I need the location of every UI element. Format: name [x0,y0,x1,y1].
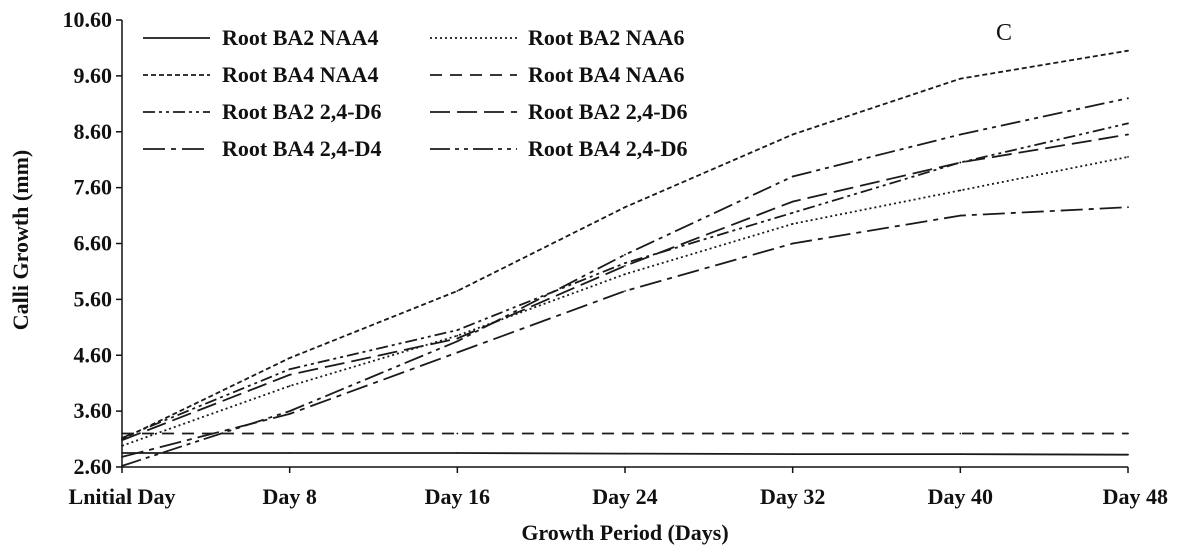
data-point [1127,432,1129,435]
y-tick-label: 9.60 [74,63,113,88]
data-point [959,77,962,80]
data-point [791,211,794,214]
data-point [959,453,962,456]
x-tick-label: Day 32 [760,484,825,509]
data-point [121,456,123,458]
data-point [791,453,794,456]
data-point [624,432,626,435]
series-line-7 [121,206,1129,458]
y-tick-label: 10.60 [63,7,113,32]
data-point [959,432,962,435]
y-tick-label: 3.60 [74,398,113,423]
x-ticks: Lnitial Day Day 8 Day 16 Day 24 Day 32 Day 40… [69,467,1168,509]
data-point [624,264,626,267]
series-lines [121,49,1129,467]
legend-label: Root BA4 2,4-D6 [528,136,688,161]
data-point [1127,155,1129,158]
x-tick-label: Day 24 [592,484,657,509]
data-point [1127,49,1129,52]
data-point [624,253,626,256]
data-point [624,206,626,209]
y-tick-label: 5.60 [74,286,113,311]
panel-label: C [996,20,1012,46]
data-point [121,464,123,467]
y-tick-label: 8.60 [74,119,113,144]
data-point [288,432,291,435]
x-tick-label: Day 48 [1103,484,1168,509]
data-point [288,413,291,415]
x-tick-label: Lnitial Day [69,484,176,509]
data-point [959,133,962,136]
data-point [959,161,962,164]
data-point [456,337,459,340]
series-line-6 [121,133,1129,442]
data-point [456,329,459,332]
legend-label: Root BA2 NAA6 [528,25,684,50]
series-line-2 [121,156,1129,447]
x-axis-title: Growth Period (Days) [521,520,728,545]
data-point [456,334,459,337]
data-point [959,189,962,192]
data-point [624,452,626,455]
data-point [456,452,459,454]
y-tick-label: 4.60 [74,342,113,367]
legend: Root BA2 NAA4 Root BA2 NAA6 Root BA4 NAA4 R… [143,25,688,161]
data-point [1127,97,1129,100]
legend-label: Root BA2 NAA4 [222,25,378,50]
data-point [624,290,626,292]
data-point [791,175,794,178]
data-point [791,200,794,203]
data-point [121,444,123,447]
data-point [791,133,794,136]
axes [121,20,1128,468]
series-line-5 [121,122,1129,439]
data-point [121,437,123,439]
data-point [121,439,123,442]
legend-label: Root BA2 2,4-D6 [222,99,382,124]
y-tick-label: 7.60 [74,175,113,200]
y-tick-label: 2.60 [74,454,113,479]
data-point [1127,453,1129,456]
data-point [624,262,626,264]
data-point [959,214,962,217]
data-point [1127,133,1129,136]
legend-label: Root BA4 2,4-D4 [222,136,382,161]
data-point [791,432,794,435]
data-point [1127,122,1129,125]
data-point [288,410,291,413]
data-point [456,432,459,435]
data-point [121,432,123,435]
x-tick-label: Day 8 [262,484,316,509]
y-ticks: 2.60 3.60 4.60 5.60 6.60 7.60 8.60 9.60 10.60 [63,7,122,479]
y-tick-label: 6.60 [74,231,113,256]
legend-label: Root BA4 NAA6 [528,62,684,87]
data-point [288,373,291,376]
data-point [456,340,459,343]
data-point [624,273,626,276]
data-point [456,290,459,292]
data-point [121,452,123,454]
data-point [288,357,291,359]
data-point [288,385,291,387]
data-point [456,351,459,354]
x-tick-label: Day 40 [928,484,993,509]
legend-label: Root BA4 NAA4 [222,62,378,87]
x-tick-label: Day 16 [425,484,490,509]
data-point [1127,206,1129,209]
data-point [791,223,794,225]
data-point [791,242,794,245]
legend-label: Root BA2 2,4-D6 [528,99,688,124]
y-axis-title: Calli Growth (mm) [8,150,33,330]
data-point [288,368,291,371]
data-point [288,452,291,454]
